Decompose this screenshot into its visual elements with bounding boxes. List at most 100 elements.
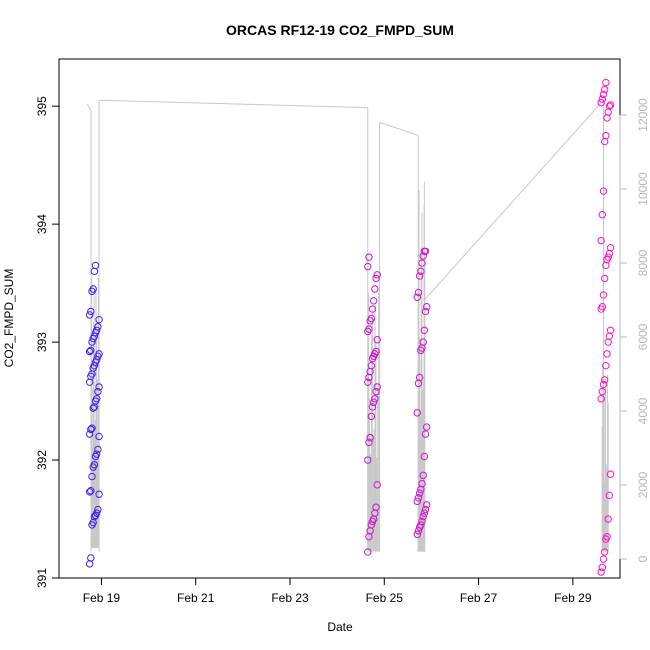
data-point	[423, 303, 431, 311]
x-tick-label: Feb 21	[177, 591, 215, 605]
data-point	[365, 253, 373, 261]
data-point	[606, 326, 615, 334]
data-point	[368, 305, 377, 313]
data-point	[93, 395, 101, 403]
data-point	[420, 326, 429, 334]
data-point	[420, 509, 429, 517]
data-point	[605, 102, 614, 110]
y-tick-label: 393	[35, 332, 49, 352]
data-point	[600, 274, 609, 283]
data-point	[89, 404, 97, 412]
data-point	[420, 452, 429, 461]
data-point	[364, 456, 372, 464]
data-point	[90, 461, 99, 469]
x-tick-label: Feb 19	[83, 591, 121, 605]
data-point	[603, 114, 611, 122]
data-point	[599, 380, 608, 389]
altitude-tick-label: 2000	[636, 471, 650, 498]
data-point	[365, 325, 373, 333]
data-point	[95, 315, 103, 324]
data-point	[91, 261, 100, 270]
data-point	[85, 560, 94, 568]
data-point	[602, 131, 610, 140]
x-tick-label: Feb 25	[366, 591, 404, 605]
x-axis-label: Date	[327, 620, 353, 634]
data-point	[606, 470, 615, 478]
data-point	[373, 336, 381, 344]
data-point	[600, 376, 609, 384]
x-tick-label: Feb 29	[554, 591, 592, 605]
data-point	[597, 568, 605, 576]
data-point	[604, 108, 612, 116]
data-point	[418, 517, 426, 526]
data-point	[599, 187, 608, 195]
data-point	[87, 307, 95, 316]
data-point	[368, 403, 377, 411]
data-point	[93, 509, 101, 517]
data-point	[599, 555, 608, 563]
data-point	[87, 425, 95, 434]
data-point	[413, 497, 421, 506]
data-point	[414, 288, 423, 297]
data-point	[419, 252, 427, 260]
data-point	[604, 338, 612, 346]
y-tick-label: 394	[35, 214, 49, 234]
y-axis-label: CO2_FMPD_SUM	[2, 269, 16, 368]
chart-title: ORCAS RF12-19 CO2_FMPD_SUM	[226, 22, 454, 38]
data-point	[599, 90, 608, 99]
data-point	[413, 293, 421, 301]
data-point	[373, 481, 381, 489]
data-point	[598, 211, 607, 219]
data-point	[95, 383, 103, 391]
data-point	[95, 350, 103, 358]
data-point	[417, 267, 425, 276]
data-point	[413, 409, 421, 417]
data-point	[605, 491, 614, 500]
data-point	[597, 236, 605, 245]
data-point	[88, 472, 96, 481]
data-point	[85, 347, 94, 356]
altitude-tick-label: 0	[636, 555, 650, 562]
altitude-tick-label: 8000	[636, 249, 650, 276]
data-point	[88, 424, 96, 432]
altitude-trace	[86, 99, 609, 552]
data-point	[415, 373, 424, 382]
x-tick-label: Feb 23	[271, 591, 309, 605]
data-point	[421, 247, 430, 255]
x-axis: Feb 19 Feb 21 Feb 23 Feb 25 Feb 27 Feb 29	[83, 577, 592, 605]
altitude-segment	[379, 121, 419, 136]
data-point	[598, 387, 607, 396]
data-point	[94, 387, 102, 396]
data-point	[87, 346, 95, 355]
data-point	[598, 563, 607, 572]
data-point	[600, 548, 609, 556]
data-point	[364, 262, 372, 271]
data-point	[367, 361, 376, 370]
data-point	[94, 505, 102, 514]
data-point	[85, 488, 94, 496]
data-point	[373, 383, 381, 391]
data-point	[95, 490, 103, 498]
data-point	[421, 505, 430, 514]
data-point	[419, 512, 427, 521]
data-point	[85, 311, 94, 319]
altitude-segment	[99, 99, 368, 109]
data-point	[415, 489, 424, 497]
altitude-tick-label: 6000	[636, 323, 650, 350]
data-point	[418, 259, 426, 267]
data-point	[369, 398, 378, 406]
data-point	[606, 101, 615, 109]
data-point	[419, 471, 427, 480]
data-point	[599, 291, 608, 299]
data-point	[419, 338, 427, 346]
data-point	[89, 285, 97, 293]
data-point	[371, 395, 379, 403]
data-point	[372, 347, 380, 356]
altitude-tick-label: 4000	[636, 397, 650, 424]
data-point	[600, 85, 609, 94]
y-tick-label: 392	[35, 450, 49, 470]
data-point	[372, 274, 380, 283]
data-point	[90, 267, 99, 276]
data-point	[418, 479, 426, 488]
